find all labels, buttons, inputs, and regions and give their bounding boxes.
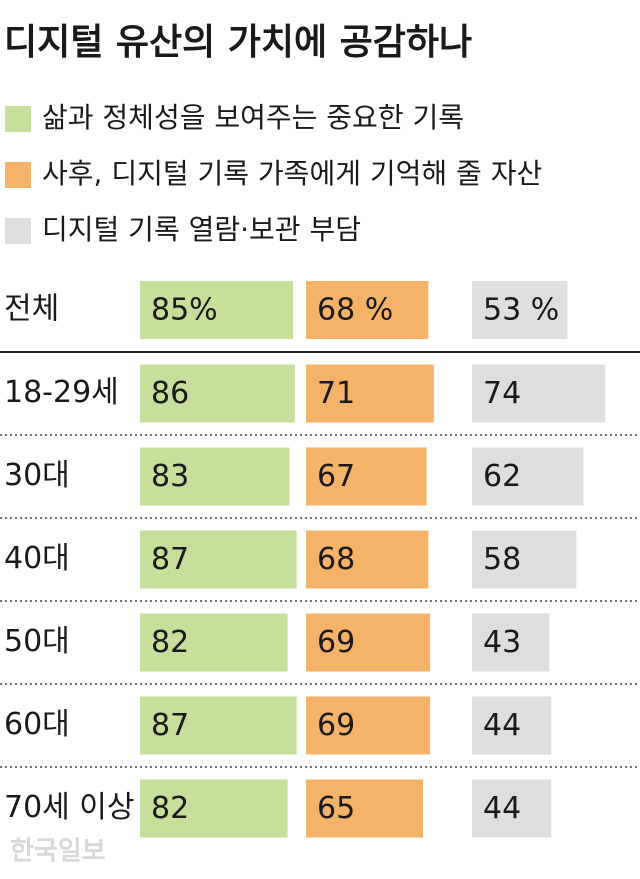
value-label: 58	[483, 542, 521, 577]
category-label: 18-29세	[4, 375, 119, 410]
bar	[472, 613, 550, 672]
chart-title: 디지털 유산의 가치에 공감하나	[4, 22, 472, 63]
value-label: 87	[151, 542, 189, 577]
value-label: 85%	[151, 293, 218, 328]
value-label: 86	[151, 376, 189, 411]
category-label: 30대	[4, 458, 70, 493]
value-label: 44	[483, 708, 521, 743]
legend-label: 디지털 기록 열람·보관 부담	[42, 213, 361, 246]
bar	[140, 530, 297, 589]
bar	[472, 281, 568, 339]
value-label: 43	[483, 625, 521, 660]
category-label: 60대	[4, 707, 70, 742]
legend-label: 삶과 정체성을 보여주는 중요한 기록	[42, 101, 464, 134]
category-label: 50대	[4, 624, 70, 659]
legend-swatch	[5, 106, 31, 132]
value-label: 82	[151, 625, 189, 660]
value-label: 67	[317, 459, 355, 494]
legend-swatch	[5, 162, 31, 188]
bar	[306, 613, 431, 672]
bar	[306, 530, 429, 589]
bar	[140, 447, 290, 506]
bar	[472, 696, 552, 755]
value-label: 82	[151, 791, 189, 826]
value-label: 65	[317, 791, 355, 826]
legend-swatch	[5, 218, 31, 244]
bar	[306, 281, 429, 339]
bar	[140, 696, 297, 755]
value-label: 74	[483, 376, 521, 411]
category-label: 70세 이상	[4, 790, 135, 825]
bar	[140, 281, 293, 339]
value-label: 69	[317, 708, 355, 743]
bar	[140, 613, 288, 672]
bar	[472, 779, 552, 838]
legend-label: 사후, 디지털 기록 가족에게 기억해 줄 자산	[42, 157, 542, 190]
value-label: 53 %	[483, 293, 559, 328]
value-label: 44	[483, 791, 521, 826]
bar	[306, 447, 427, 506]
category-label: 전체	[4, 292, 59, 327]
bar	[472, 447, 584, 506]
bar	[472, 364, 606, 423]
bar	[306, 779, 423, 838]
bar	[306, 364, 434, 423]
bar	[306, 696, 431, 755]
value-label: 69	[317, 625, 355, 660]
bar	[140, 779, 288, 838]
value-label: 68 %	[317, 293, 393, 328]
value-label: 62	[483, 459, 521, 494]
value-label: 87	[151, 708, 189, 743]
value-label: 68	[317, 542, 355, 577]
bar	[472, 530, 577, 589]
value-label: 83	[151, 459, 189, 494]
category-label: 40대	[4, 541, 70, 576]
value-label: 71	[317, 376, 355, 411]
source: 한국일보	[10, 837, 106, 867]
bar	[140, 364, 295, 423]
